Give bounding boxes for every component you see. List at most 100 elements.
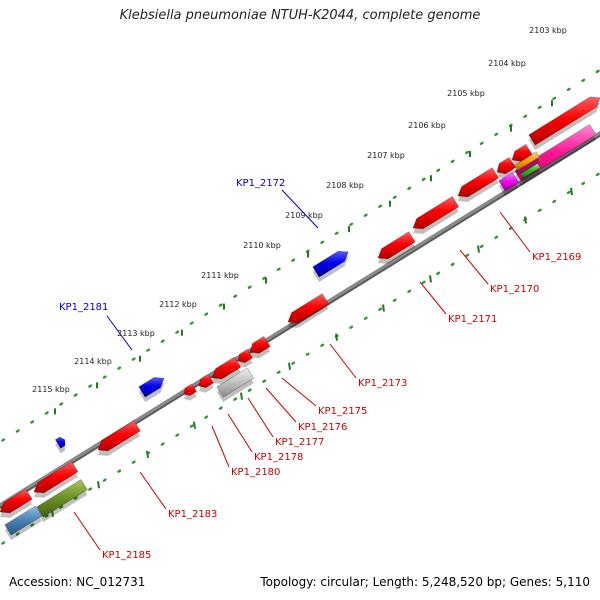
gene-label-kp1-2176[interactable]: KP1_2176 (298, 422, 347, 433)
gene-orange[interactable] (514, 151, 541, 176)
scale-tick-label: 2106 kbp (408, 121, 446, 130)
ruler-lower-dot (595, 172, 600, 177)
gene-label-kp1-2170[interactable]: KP1_2170 (490, 284, 539, 295)
gene-kp1-2178-body (211, 356, 242, 380)
gene-kp1-2176-body (237, 348, 253, 363)
ruler-upper-dot (88, 384, 93, 388)
gene-kp1-2178[interactable] (211, 356, 242, 384)
ruler-upper-dot (378, 204, 383, 208)
gene-small-blue[interactable] (54, 436, 66, 454)
ruler-upper-dot (73, 393, 78, 397)
gene-kp1-2172[interactable] (312, 250, 349, 283)
leader-kp1-2175 (281, 377, 317, 407)
ruler-upper-dot (581, 78, 586, 83)
ruler-lower-tick (146, 450, 149, 459)
ruler-lower-tick (429, 275, 432, 283)
ruler-lower-dot (247, 388, 252, 392)
ruler-upper-dot (131, 357, 136, 361)
gene-label-kp1-2173[interactable]: KP1_2173 (358, 378, 407, 389)
gene-green[interactable] (520, 162, 541, 184)
leader-kp1-2173 (329, 343, 357, 379)
ruler-upper-dot (421, 177, 426, 182)
gene-kp1-2185-a[interactable] (33, 461, 79, 498)
gene-kp1-2180-b[interactable] (183, 383, 197, 401)
ruler-upper-dot (44, 411, 49, 415)
gene-label-kp1-2178[interactable]: KP1_2178 (254, 452, 303, 463)
gene-label-kp1-2177[interactable]: KP1_2177 (275, 437, 324, 448)
ruler-lower-dot (537, 208, 542, 213)
ruler-lower-dot (102, 478, 107, 482)
scale-ruler-lower (1, 172, 600, 545)
gene-kp1-2171[interactable] (377, 231, 416, 264)
gene-kp1-2173[interactable] (287, 293, 329, 328)
gene-steel[interactable] (4, 505, 43, 541)
gene-kp1-2183[interactable] (97, 420, 141, 456)
ruler-upper-dot (407, 186, 412, 191)
ruler-lower-dot (421, 280, 426, 285)
ruler-lower-tick (97, 481, 100, 489)
ruler-lower-dot (189, 424, 194, 428)
scale-tick-label: 2105 kbp (447, 89, 485, 98)
ruler-lower-dot (450, 262, 455, 267)
ruler-lower-dot (73, 496, 78, 500)
leader-kp1-2172 (281, 189, 319, 229)
ruler-upper-dot (494, 132, 499, 137)
ruler-upper-dot (1, 438, 6, 442)
gene-kp1-2177-body (216, 367, 255, 398)
ruler-upper-dot (465, 150, 470, 155)
gene-label-kp1-2185[interactable]: KP1_2185 (102, 550, 151, 561)
gene-label-kp1-2175[interactable]: KP1_2175 (318, 406, 367, 417)
ruler-upper-dot (30, 420, 35, 424)
ruler-lower-dot (508, 226, 513, 231)
ruler-upper-dot (334, 231, 339, 235)
gene-label-kp1-2172[interactable]: KP1_2172 (236, 178, 285, 189)
gene-kp1-2170-body (412, 196, 460, 230)
ruler-upper-dot (552, 96, 557, 101)
scale-tick-label: 2113 kbp (117, 329, 155, 338)
scale-tick-labels: 2103 kbp 2104 kbp 2105 kbp 2106 kbp 2107 kbp… (32, 26, 567, 394)
ruler-lower-tick (335, 333, 338, 341)
ruler-upper-dot (392, 195, 397, 199)
ruler-lower-dot (59, 505, 64, 509)
ruler-upper-dot (320, 240, 325, 244)
ruler-lower-dot (1, 541, 6, 545)
ruler-upper-dot (436, 168, 441, 173)
ruler-lower-dot (363, 316, 368, 320)
ruler-lower-dot (30, 523, 35, 527)
gene-orange-body (514, 151, 541, 171)
ruler-upper-dot (247, 285, 252, 289)
topology-text: Topology: circular; Length: 5,248,520 bp… (260, 575, 590, 589)
gene-red-edge[interactable] (0, 488, 33, 518)
gene-red-b-body (496, 157, 516, 175)
gene-label-kp1-2171[interactable]: KP1_2171 (448, 314, 497, 325)
gene-label-kp1-2181[interactable]: KP1_2181 (59, 302, 108, 313)
scale-tick-label: 2110 kbp (243, 241, 281, 250)
gene-labels: KP1_2172 KP1_2181 KP1_2169 KP1_2170 KP1_2171… (59, 178, 581, 561)
gene-magenta[interactable] (498, 172, 520, 197)
gene-kp1-2170[interactable] (412, 196, 460, 234)
ruler-lower-dot (305, 352, 310, 356)
gene-kp1-2181[interactable] (138, 377, 165, 403)
gene-kp1-2169[interactable] (457, 167, 499, 202)
gene-label-kp1-2169[interactable]: KP1_2169 (532, 252, 581, 263)
gene-label-kp1-2183[interactable]: KP1_2183 (168, 509, 217, 520)
scale-ruler-upper (1, 69, 600, 442)
label-leader-lines (73, 189, 531, 551)
ruler-lower-tick (240, 392, 243, 400)
gene-kp1-2175[interactable] (249, 335, 271, 359)
leader-kp1-2177 (247, 397, 274, 438)
gene-kp1-2177[interactable] (216, 367, 255, 403)
ruler-upper-dot (450, 159, 455, 164)
gene-olive[interactable] (36, 479, 88, 523)
gene-kp1-2176[interactable] (237, 348, 253, 368)
ruler-upper-dot (537, 105, 542, 110)
gene-red-a[interactable] (528, 96, 600, 151)
gene-kp1-2172-body (312, 250, 349, 278)
gene-label-kp1-2180[interactable]: KP1_2180 (231, 467, 280, 478)
ruler-lower-dot (117, 469, 122, 473)
ruler-lower-dot (378, 307, 383, 311)
ruler-upper-dot (566, 87, 571, 92)
gene-kp1-2180-a[interactable] (198, 373, 214, 393)
